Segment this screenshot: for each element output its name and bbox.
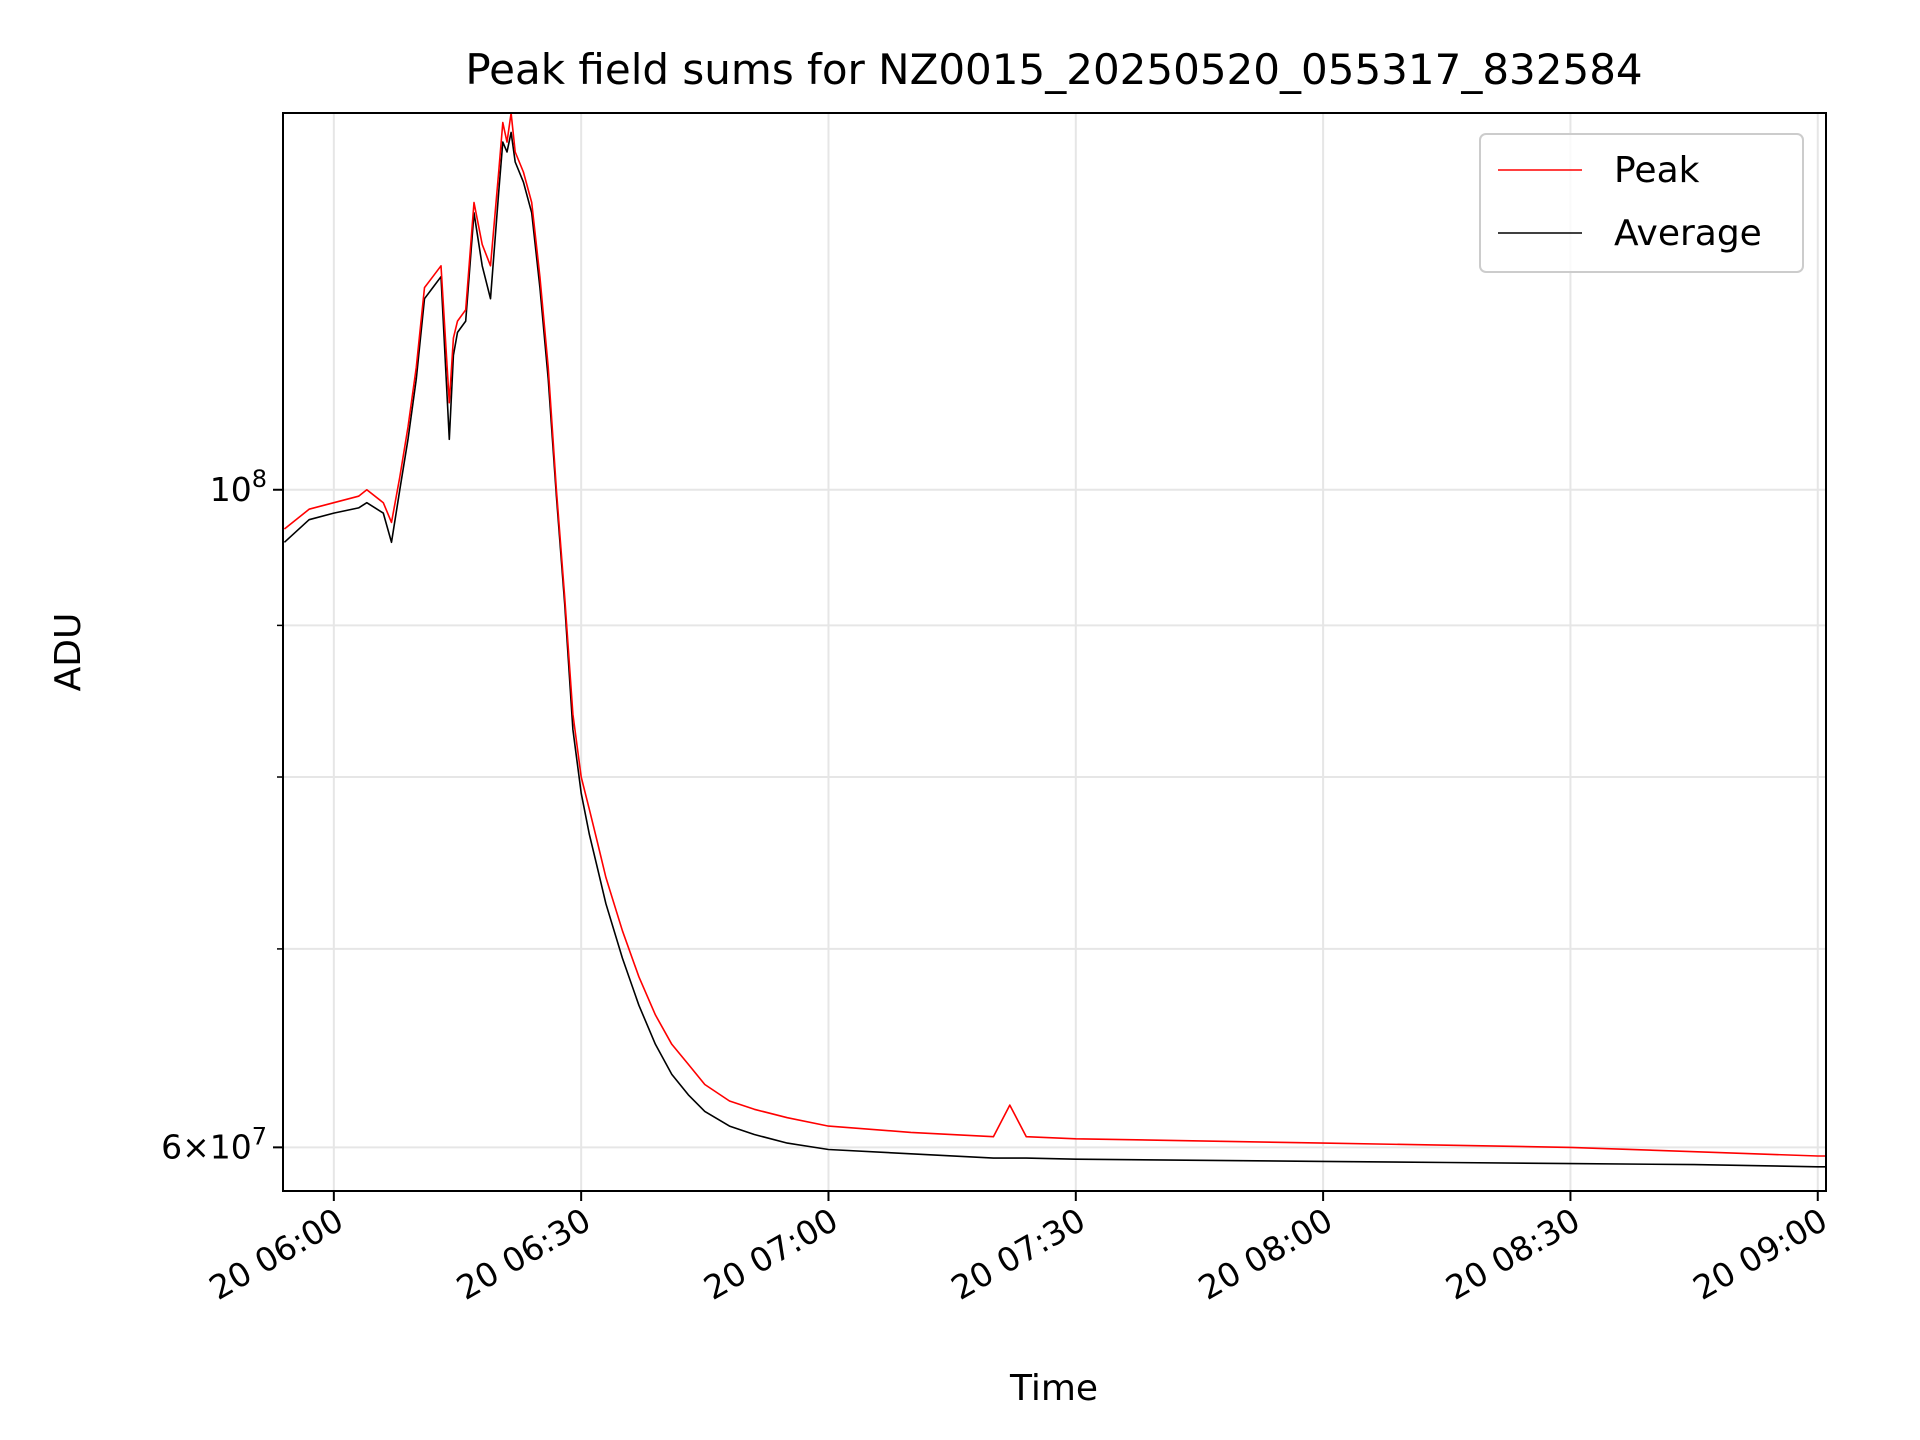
y-ticks: 108 6×107 bbox=[161, 465, 283, 1166]
plot-frame bbox=[282, 112, 1827, 1192]
legend-box bbox=[1479, 133, 1804, 273]
y-tick-label: 6×107 bbox=[161, 1122, 267, 1166]
x-axis-label: Time bbox=[1009, 1368, 1098, 1409]
chart-title: Peak field sums for NZ0015_20250520_0553… bbox=[465, 45, 1642, 94]
grid bbox=[283, 113, 1826, 1191]
series-line-peak bbox=[283, 112, 1826, 1157]
series-layer bbox=[283, 112, 1826, 1168]
legend-label-peak: Peak bbox=[1614, 150, 1700, 191]
legend: Peak Average bbox=[1479, 133, 1804, 273]
legend-label-average: Average bbox=[1614, 213, 1762, 254]
y-tick-label: 108 bbox=[210, 465, 267, 509]
y-axis-label: ADU bbox=[48, 613, 89, 692]
